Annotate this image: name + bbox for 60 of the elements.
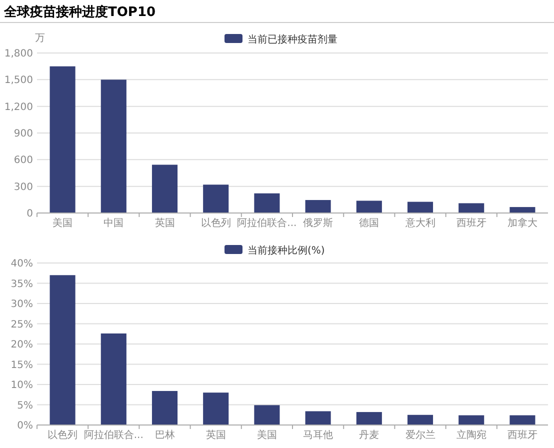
y-axis-title: 万 [35,33,45,44]
bar [100,80,126,213]
y-tick-label: 600 [14,155,33,166]
chart-title: 全球疫苗接种进度TOP10 [3,4,156,20]
x-tick-label: 以色列 [200,217,231,229]
x-tick-label: 以色列 [48,429,78,441]
x-tick-label: 马耳他 [303,429,334,441]
bar [152,390,178,425]
y-tick-label: 40% [10,258,33,270]
bar [407,202,434,213]
bar [356,412,382,425]
legend-label: 当前接种比例(%) [248,244,325,256]
x-tick-label: 西班牙 [456,217,486,229]
x-tick-label: 德国 [359,218,380,229]
x-tick-label: 阿拉伯联合... [237,217,297,229]
x-tick-label: 中国 [104,217,124,229]
x-tick-label: 爱尔兰 [405,429,436,441]
bar [305,411,331,425]
y-tick-label: 1,500 [4,75,33,86]
y-tick-label: 5% [17,400,33,412]
x-tick-label: 加拿大 [507,217,538,229]
bar [50,66,76,213]
y-tick-label: 300 [14,182,33,193]
y-tick-label: 900 [14,128,33,140]
y-tick-label: 20% [10,340,33,350]
bar [203,392,229,425]
y-tick-label: 25% [10,319,33,330]
x-tick-label: 丹麦 [359,429,380,441]
bar [254,193,280,213]
x-tick-label: 立陶宛 [456,429,486,441]
bar [510,415,536,425]
bar [458,203,484,213]
y-tick-label: 35% [10,278,33,290]
bar [100,333,126,425]
bar [50,275,76,425]
x-tick-label: 意大利 [404,217,436,229]
y-tick-label: 0 [26,208,33,220]
y-tick-label: 1,200 [4,102,33,113]
x-tick-label: 巴林 [154,429,175,441]
bar [510,207,536,213]
y-tick-label: 1,800 [4,48,33,60]
x-tick-label: 英国 [154,217,175,229]
x-tick-label: 美国 [52,217,73,229]
x-tick-label: 阿拉伯联合... [84,429,144,441]
bar [458,415,484,425]
y-tick-label: 30% [10,299,33,310]
bar [407,414,434,425]
y-tick-label: 0% [17,420,33,432]
x-tick-label: 俄罗斯 [303,217,334,229]
y-tick-label: 15% [10,360,33,371]
x-tick-label: 西班牙 [507,429,538,441]
bar [152,164,178,213]
bar [305,200,331,213]
x-tick-label: 美国 [256,429,277,441]
bar [254,405,280,425]
y-tick-label: 10% [10,380,33,391]
bar [356,200,382,213]
legend-label: 当前已接种疫苗剂量 [248,34,338,46]
bar [203,184,229,213]
x-tick-label: 英国 [206,429,226,441]
